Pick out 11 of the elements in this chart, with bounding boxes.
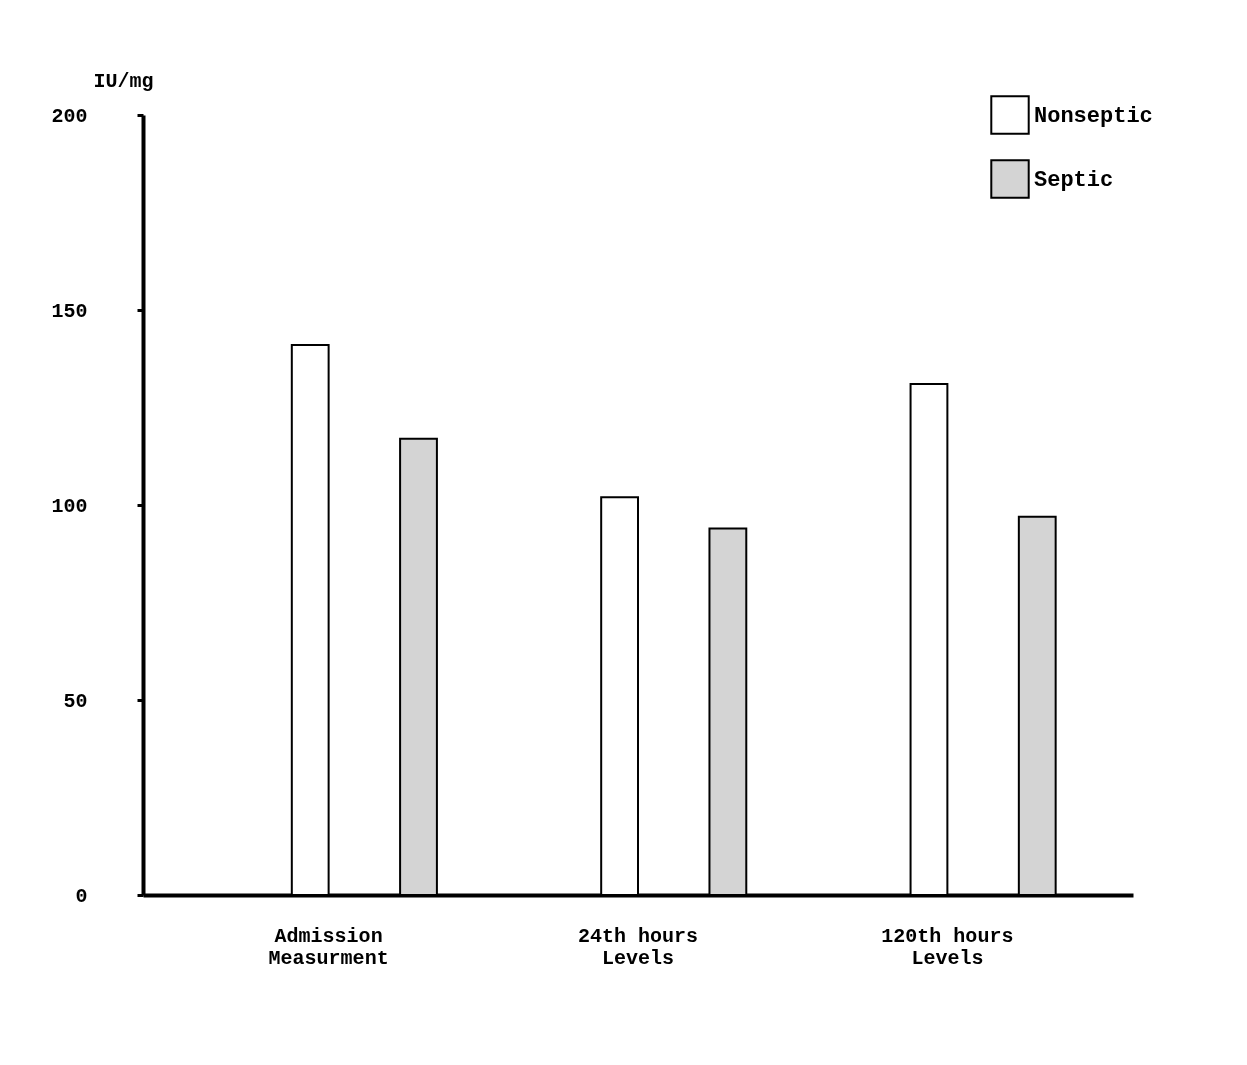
y-tick-label: 50	[63, 689, 88, 713]
x-tick-label: 120th hours Levels	[881, 924, 1014, 970]
x-tick-label: Admission Measurment	[268, 924, 389, 970]
legend-label: Septic	[1034, 168, 1114, 193]
y-tick-label: 0	[75, 884, 88, 908]
y-axis-title: IU/mg	[93, 69, 154, 93]
legend-label: Nonseptic	[1034, 104, 1153, 129]
y-tick-label: 150	[51, 299, 88, 323]
y-tick-label: 200	[51, 104, 88, 128]
x-tick-label: 24th hours Levels	[577, 924, 699, 970]
y-tick-label: 100	[51, 494, 88, 518]
